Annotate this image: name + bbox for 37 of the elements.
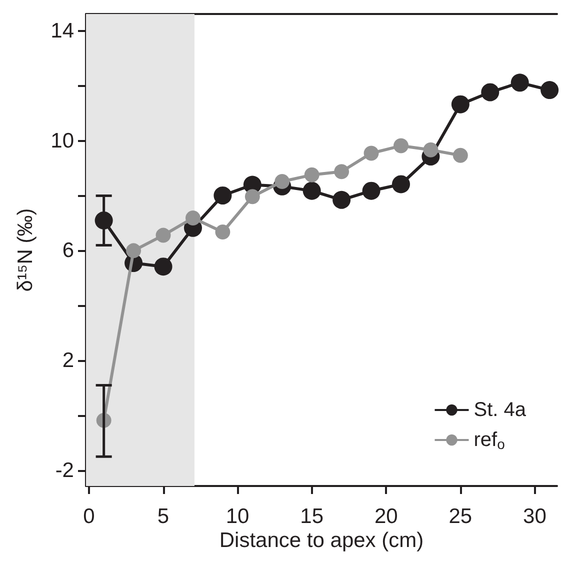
point — [302, 182, 321, 200]
point — [451, 95, 470, 114]
point — [154, 258, 172, 276]
point — [244, 189, 260, 204]
point — [364, 146, 379, 161]
point — [510, 74, 529, 92]
point — [362, 182, 380, 200]
y-tick-label: 2 — [62, 349, 74, 372]
point — [214, 186, 232, 204]
legend-label: St. 4a — [474, 399, 527, 421]
x-tick-label: 25 — [448, 505, 472, 528]
x-tick-label: 20 — [374, 505, 398, 528]
x-axis-title: Distance to apex (cm) — [219, 529, 424, 552]
point — [481, 83, 500, 102]
point — [332, 190, 351, 209]
point — [185, 210, 200, 226]
point — [334, 164, 350, 180]
y-axis-title: δ¹⁵N (‰) — [14, 208, 37, 292]
point — [452, 148, 468, 163]
y-tick-label: -2 — [55, 458, 74, 482]
point — [126, 243, 142, 258]
point — [274, 174, 290, 189]
point — [392, 175, 410, 194]
x-tick-label: 5 — [157, 505, 170, 528]
x-tick-label: 15 — [300, 505, 324, 528]
x-tick-label: 0 — [83, 505, 95, 528]
y-tick-label: 14 — [50, 20, 74, 43]
point — [423, 142, 438, 158]
point — [156, 228, 171, 243]
point — [394, 138, 408, 154]
point — [540, 81, 559, 100]
x-tick-label: 10 — [226, 505, 250, 528]
point — [304, 167, 320, 182]
y-tick-label: 6 — [62, 239, 74, 262]
y-tick-label: 10 — [50, 129, 74, 152]
point — [215, 224, 230, 240]
x-tick-label: 30 — [523, 505, 546, 528]
